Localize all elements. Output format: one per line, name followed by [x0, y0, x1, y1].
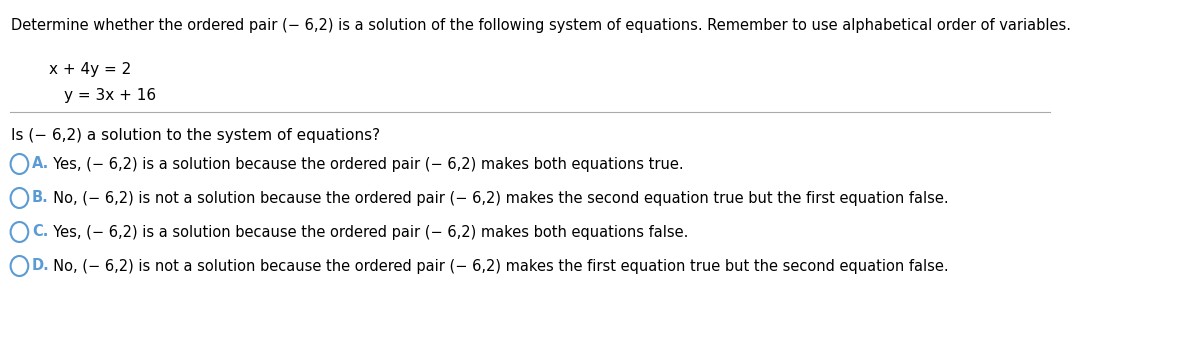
Text: No, (− 6,2) is not a solution because the ordered pair (− 6,2) makes the first e: No, (− 6,2) is not a solution because th…: [44, 258, 949, 273]
Text: x + 4y = 2: x + 4y = 2: [48, 62, 131, 77]
Text: C.: C.: [31, 224, 48, 239]
Text: A.: A.: [31, 157, 49, 172]
Text: D.: D.: [31, 258, 49, 273]
Text: No, (− 6,2) is not a solution because the ordered pair (− 6,2) makes the second : No, (− 6,2) is not a solution because th…: [44, 191, 949, 206]
Text: B.: B.: [31, 191, 48, 206]
Text: Determine whether the ordered pair (− 6,2) is a solution of the following system: Determine whether the ordered pair (− 6,…: [12, 18, 1072, 33]
Text: Yes, (− 6,2) is a solution because the ordered pair (− 6,2) makes both equations: Yes, (− 6,2) is a solution because the o…: [44, 157, 684, 172]
Text: Yes, (− 6,2) is a solution because the ordered pair (− 6,2) makes both equations: Yes, (− 6,2) is a solution because the o…: [44, 224, 689, 239]
Text: y = 3x + 16: y = 3x + 16: [64, 88, 156, 103]
Text: Is (− 6,2) a solution to the system of equations?: Is (− 6,2) a solution to the system of e…: [12, 128, 380, 143]
